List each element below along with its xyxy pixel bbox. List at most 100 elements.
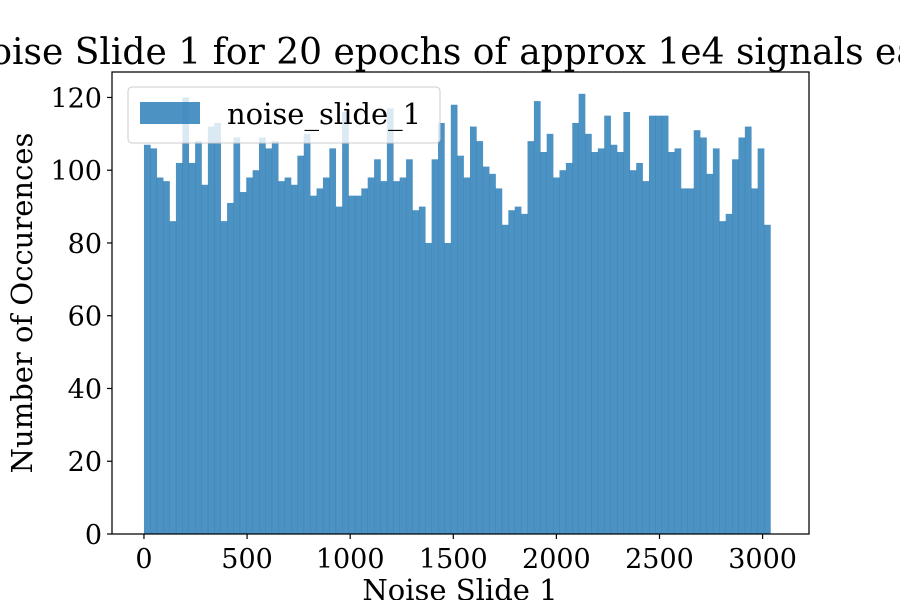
histogram-bar: [406, 159, 413, 535]
histogram-bar: [597, 148, 605, 534]
legend: noise_slide_1: [127, 86, 441, 144]
histogram-bar: [418, 206, 426, 534]
histogram-bar: [348, 195, 356, 534]
plot-frame: [111, 71, 810, 535]
x-axis: 0 500 1000 1500 2000 2500 3000: [135, 534, 797, 575]
histogram-bar: [252, 170, 260, 535]
histogram-bar: [501, 224, 509, 534]
histogram-bar: [719, 221, 726, 535]
x-tick-label: 3000: [728, 544, 797, 575]
histogram-bar: [642, 181, 650, 535]
histogram-bar: [329, 148, 337, 534]
histogram-bar: [335, 206, 343, 534]
histogram-bar: [374, 159, 381, 535]
histogram-bar: [706, 173, 714, 534]
histogram-bar: [386, 108, 394, 534]
histogram-bar: [489, 173, 496, 534]
y-axis: 0 20 40 60 80 100 120: [50, 83, 112, 551]
histogram-bar: [444, 242, 452, 534]
histogram-bar: [565, 162, 573, 534]
histogram-bar: [246, 177, 253, 534]
histogram-bar: [469, 126, 477, 535]
histogram-bar: [297, 155, 305, 534]
histogram-bar: [693, 130, 701, 535]
histogram-bar: [412, 210, 420, 535]
histogram-bar: [700, 137, 707, 534]
histogram-bar: [482, 166, 490, 534]
y-tick-label: 120: [50, 83, 102, 114]
histogram-bar: [342, 112, 349, 534]
histogram-bar: [188, 162, 196, 534]
histogram-bar: [316, 188, 324, 534]
histogram-bar: [361, 188, 369, 534]
histogram-bar: [354, 195, 362, 534]
histogram-bar: [195, 141, 202, 534]
histogram-bar: [380, 181, 388, 535]
histogram-bar: [175, 162, 183, 534]
histogram-bar: [239, 192, 247, 534]
histogram-bar: [610, 144, 618, 534]
histogram-bar: [143, 144, 151, 534]
x-axis-label: Noise Slide 1: [362, 573, 557, 600]
y-axis-label: Number of Occurences: [5, 133, 39, 474]
histogram-bar: [668, 152, 675, 534]
histogram-bar: [655, 115, 663, 535]
histogram-bar: [227, 202, 234, 534]
histogram-bar: [661, 115, 669, 535]
x-tick-label: 1500: [419, 544, 488, 575]
histogram-bar: [367, 177, 375, 534]
bars-group: [143, 93, 771, 535]
histogram-bar: [393, 181, 400, 535]
y-tick-label: 20: [68, 447, 102, 478]
legend-label: noise_slide_1: [227, 97, 421, 132]
histogram-bar: [233, 137, 241, 534]
histogram-bar: [259, 137, 266, 534]
histogram-bar: [495, 188, 503, 534]
histogram-bar: [680, 188, 688, 534]
histogram-bar: [732, 159, 739, 535]
histogram-bar: [572, 122, 579, 534]
histogram-bar: [617, 152, 624, 534]
histogram-bar: [156, 177, 164, 534]
y-tick-label: 60: [68, 302, 102, 333]
histogram-bar: [431, 159, 439, 535]
histogram-bar: [725, 213, 733, 534]
histogram-bar: [757, 148, 765, 534]
histogram-bar: [271, 141, 279, 534]
chart-title: Noise Slide 1 for 20 epochs of approx 1e…: [0, 32, 900, 73]
histogram-bar: [463, 177, 471, 534]
histogram-bar: [578, 93, 586, 534]
histogram-bar: [604, 115, 611, 535]
histogram-bar: [648, 115, 656, 535]
histogram-bar: [207, 126, 215, 535]
x-tick-label: 2500: [625, 544, 694, 575]
histogram-bar: [738, 137, 746, 534]
histogram-bar: [284, 177, 292, 534]
histogram-bar: [712, 148, 720, 534]
y-tick-label: 40: [68, 374, 102, 405]
histogram-bar: [265, 148, 273, 534]
histogram-bar: [540, 152, 547, 534]
histogram-bar: [533, 101, 541, 535]
histogram-bar: [744, 126, 752, 535]
histogram-bar: [751, 188, 758, 534]
histogram-bar: [559, 170, 567, 535]
histogram-bar: [150, 148, 158, 534]
histogram-bar: [450, 104, 458, 534]
histogram-bar: [585, 133, 592, 534]
histogram-bar: [674, 148, 682, 534]
histogram-bar: [629, 170, 637, 535]
y-tick-label: 80: [68, 229, 102, 260]
histogram-bar: [303, 133, 311, 534]
histogram-bar: [438, 122, 445, 534]
x-tick-label: 2000: [522, 544, 591, 575]
histogram-bar: [521, 213, 528, 534]
histogram-bar: [764, 224, 771, 534]
histogram-bar: [514, 206, 522, 534]
histogram-bar: [623, 112, 631, 534]
y-tick-label: 100: [50, 156, 102, 187]
histogram-bar: [457, 155, 464, 534]
histogram-bar: [182, 97, 190, 534]
histogram-bar: [322, 177, 330, 534]
